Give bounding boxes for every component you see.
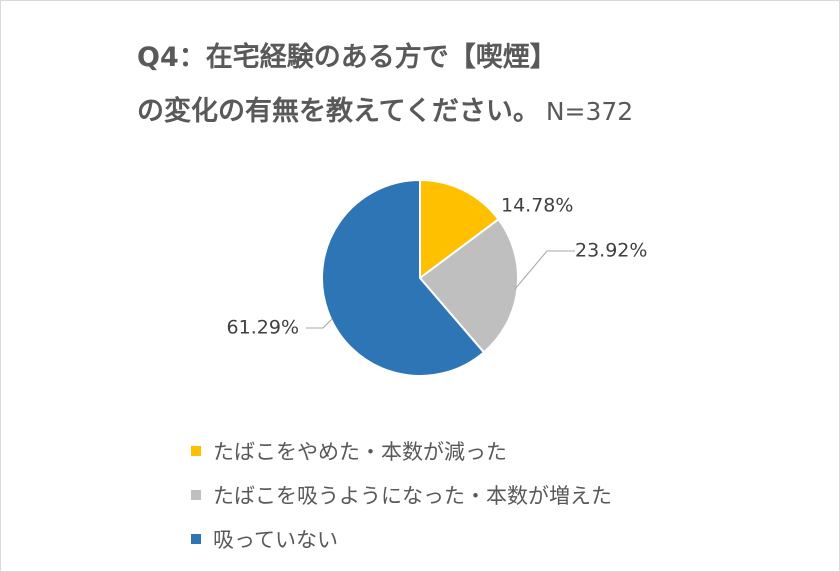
legend-label-increased: たばこを吸うようになった・本数が増えた bbox=[213, 484, 612, 508]
pie-slice-non-smoker bbox=[321, 178, 486, 377]
chart-title-line1: Q4：在宅経験のある方で【喫煙】 bbox=[137, 42, 557, 73]
data-label-non-smoker: 61.29% bbox=[227, 317, 299, 339]
leader-line-increased bbox=[514, 250, 575, 290]
legend-swatch-increased bbox=[191, 490, 201, 500]
legend-swatch-non-smoker bbox=[191, 534, 201, 544]
pie-slice-increased bbox=[418, 217, 519, 354]
chart-title-line2-text: の変化の有無を教えてください。 bbox=[137, 96, 540, 127]
sample-size-label: N=372 bbox=[545, 97, 634, 126]
legend-item-increased: たばこを吸うようになった・本数が増えた bbox=[191, 473, 612, 517]
chart-title: Q4：在宅経験のある方で【喫煙】 の変化の有無を教えてください。 N=372 bbox=[137, 31, 633, 139]
data-label-decreased: 14.78% bbox=[501, 195, 573, 217]
chart-title-line2: の変化の有無を教えてください。 N=372 bbox=[137, 85, 633, 139]
leader-line-non-smoker bbox=[306, 318, 333, 329]
pie-slice-decreased bbox=[419, 178, 500, 280]
legend-swatch-decreased bbox=[191, 446, 201, 456]
data-label-increased: 23.92% bbox=[575, 240, 647, 262]
legend-label-decreased: たばこをやめた・本数が減った bbox=[213, 440, 507, 464]
chart-legend: たばこをやめた・本数が減った たばこを吸うようになった・本数が増えた 吸っていな… bbox=[191, 429, 612, 561]
legend-item-decreased: たばこをやめた・本数が減った bbox=[191, 429, 612, 473]
legend-label-non-smoker: 吸っていない bbox=[213, 528, 338, 552]
legend-item-non-smoker: 吸っていない bbox=[191, 517, 612, 561]
